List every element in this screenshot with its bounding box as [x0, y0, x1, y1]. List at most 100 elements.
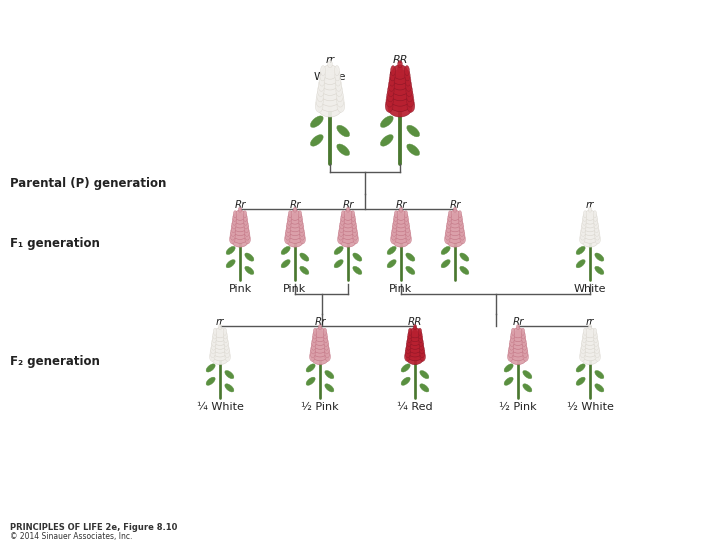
Ellipse shape [232, 221, 236, 229]
Ellipse shape [238, 207, 242, 212]
Ellipse shape [394, 214, 397, 221]
Ellipse shape [391, 75, 409, 90]
Ellipse shape [454, 207, 456, 212]
Ellipse shape [394, 224, 408, 235]
Ellipse shape [504, 364, 513, 372]
Ellipse shape [459, 231, 465, 240]
Ellipse shape [224, 339, 228, 347]
Ellipse shape [391, 231, 396, 240]
Ellipse shape [316, 94, 323, 107]
Ellipse shape [406, 85, 413, 97]
Ellipse shape [390, 234, 396, 244]
Ellipse shape [522, 339, 526, 347]
Ellipse shape [318, 331, 322, 336]
Ellipse shape [407, 94, 414, 107]
Ellipse shape [286, 228, 291, 237]
Ellipse shape [339, 224, 343, 233]
Ellipse shape [459, 221, 463, 229]
Ellipse shape [405, 345, 410, 354]
Ellipse shape [582, 231, 598, 244]
Ellipse shape [406, 234, 411, 244]
Ellipse shape [397, 70, 402, 78]
Ellipse shape [401, 377, 410, 386]
Ellipse shape [343, 210, 354, 220]
Ellipse shape [409, 331, 421, 342]
Ellipse shape [583, 211, 587, 218]
Ellipse shape [576, 246, 585, 254]
Ellipse shape [323, 332, 327, 339]
Ellipse shape [212, 345, 228, 357]
Ellipse shape [449, 220, 462, 232]
Ellipse shape [405, 65, 410, 76]
Ellipse shape [233, 211, 237, 218]
Ellipse shape [319, 75, 325, 86]
Text: RR: RR [408, 318, 422, 327]
Ellipse shape [245, 228, 249, 237]
Ellipse shape [341, 218, 344, 225]
Ellipse shape [387, 260, 396, 268]
Ellipse shape [215, 328, 225, 338]
Ellipse shape [211, 342, 216, 350]
Ellipse shape [337, 94, 344, 107]
Text: White: White [574, 285, 606, 294]
Ellipse shape [320, 79, 340, 96]
Ellipse shape [408, 338, 422, 349]
Ellipse shape [594, 218, 598, 225]
Ellipse shape [312, 332, 317, 339]
Ellipse shape [580, 228, 585, 237]
Ellipse shape [593, 211, 597, 218]
Ellipse shape [245, 234, 251, 244]
Ellipse shape [582, 345, 598, 357]
Ellipse shape [582, 234, 598, 247]
Ellipse shape [321, 75, 339, 90]
Ellipse shape [238, 211, 242, 215]
Ellipse shape [212, 348, 228, 361]
Text: rr: rr [586, 318, 594, 327]
Ellipse shape [405, 218, 409, 225]
Ellipse shape [346, 211, 350, 215]
Ellipse shape [389, 75, 395, 86]
Ellipse shape [380, 134, 393, 146]
Ellipse shape [299, 221, 303, 229]
Ellipse shape [287, 221, 291, 229]
Ellipse shape [594, 339, 598, 347]
Ellipse shape [320, 65, 325, 76]
Ellipse shape [353, 231, 358, 240]
Ellipse shape [387, 90, 394, 102]
Ellipse shape [318, 98, 342, 117]
Ellipse shape [407, 125, 420, 137]
Ellipse shape [392, 234, 410, 247]
Ellipse shape [582, 348, 598, 361]
Text: Parental (P) generation: Parental (P) generation [10, 177, 166, 190]
Ellipse shape [512, 334, 524, 346]
Ellipse shape [583, 338, 597, 349]
Ellipse shape [395, 211, 398, 218]
Ellipse shape [576, 364, 585, 372]
Ellipse shape [582, 221, 586, 229]
Ellipse shape [287, 231, 303, 244]
Ellipse shape [459, 224, 464, 233]
Ellipse shape [585, 328, 595, 338]
Ellipse shape [233, 224, 247, 235]
Ellipse shape [288, 224, 302, 235]
Ellipse shape [325, 384, 334, 392]
Ellipse shape [214, 334, 226, 346]
Ellipse shape [281, 260, 290, 268]
Ellipse shape [595, 228, 599, 237]
Ellipse shape [206, 364, 215, 372]
Ellipse shape [299, 218, 302, 225]
Text: RR: RR [392, 55, 408, 65]
Ellipse shape [324, 339, 328, 347]
Ellipse shape [407, 339, 411, 347]
Ellipse shape [223, 328, 227, 335]
Ellipse shape [445, 231, 450, 240]
Ellipse shape [314, 334, 326, 346]
Ellipse shape [226, 246, 235, 254]
Ellipse shape [446, 228, 451, 237]
Ellipse shape [595, 266, 604, 274]
Ellipse shape [213, 332, 217, 339]
Ellipse shape [523, 345, 527, 354]
Ellipse shape [233, 218, 236, 225]
Ellipse shape [230, 234, 235, 244]
Ellipse shape [405, 221, 409, 229]
